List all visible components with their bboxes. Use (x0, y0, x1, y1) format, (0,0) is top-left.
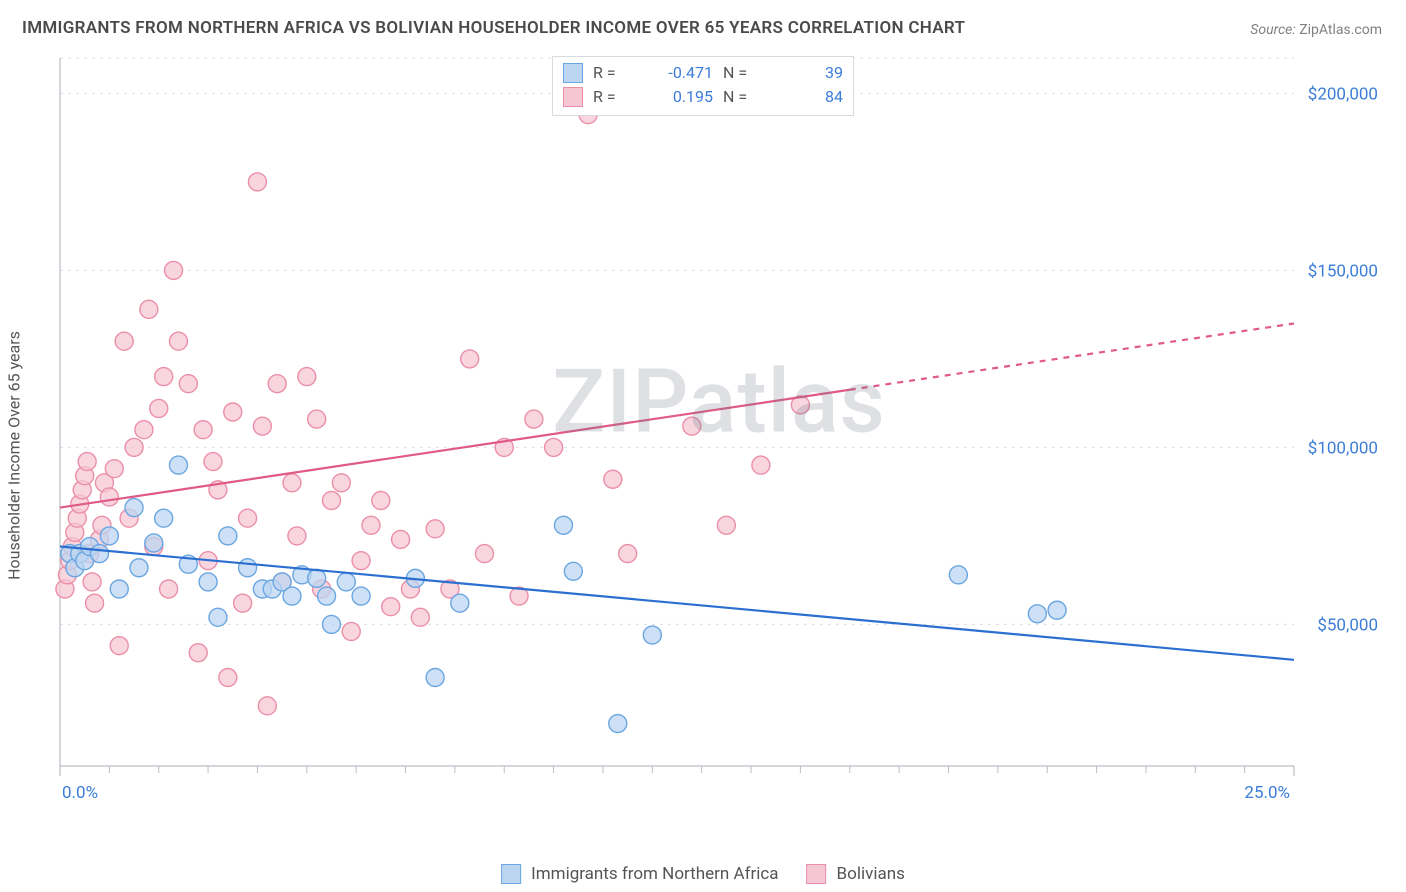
swatch-series-2 (563, 87, 583, 107)
chart-title: IMMIGRANTS FROM NORTHERN AFRICA VS BOLIV… (22, 18, 965, 38)
svg-text:$150,000: $150,000 (1308, 261, 1378, 281)
source-credit: Source: ZipAtlas.com (1250, 22, 1382, 38)
svg-text:$50,000: $50,000 (1317, 615, 1378, 635)
legend-N-label: N = (723, 61, 763, 85)
legend-N-value-2: 84 (773, 85, 843, 109)
legend-label-series-2: Bolivians (837, 864, 905, 884)
legend-row-series-1: R = -0.471 N = 39 (563, 61, 843, 85)
legend-R-value-2: 0.195 (643, 85, 713, 109)
svg-text:0.0%: 0.0% (62, 783, 98, 803)
legend-item-series-1: Immigrants from Northern Africa (501, 864, 778, 884)
y-axis-label: Householder Income Over 65 years (5, 331, 24, 580)
legend-label-series-1: Immigrants from Northern Africa (531, 864, 778, 884)
swatch-series-2 (807, 864, 827, 884)
source-value: ZipAtlas.com (1299, 22, 1382, 38)
correlation-legend: R = -0.471 N = 39 R = 0.195 N = 84 (552, 56, 854, 116)
series-legend: Immigrants from Northern Africa Bolivian… (501, 864, 905, 884)
legend-R-value-1: -0.471 (643, 61, 713, 85)
swatch-series-1 (563, 63, 583, 83)
svg-text:$100,000: $100,000 (1308, 438, 1378, 458)
legend-R-label: R = (593, 85, 633, 109)
svg-text:$200,000: $200,000 (1308, 84, 1378, 104)
legend-item-series-2: Bolivians (807, 864, 905, 884)
legend-N-label: N = (723, 85, 763, 109)
swatch-series-1 (501, 864, 521, 884)
chart-plot-area: 0.0% 25.0% $50,000 $100,000 $150,000 $200,000… (54, 52, 1384, 812)
legend-R-label: R = (593, 61, 633, 85)
legend-N-value-1: 39 (773, 61, 843, 85)
scatter-svg: 0.0% 25.0% $50,000 $100,000 $150,000 $200,000 (54, 52, 1384, 812)
legend-row-series-2: R = 0.195 N = 84 (563, 85, 843, 109)
svg-text:25.0%: 25.0% (1244, 783, 1290, 803)
source-label: Source: (1250, 22, 1295, 38)
